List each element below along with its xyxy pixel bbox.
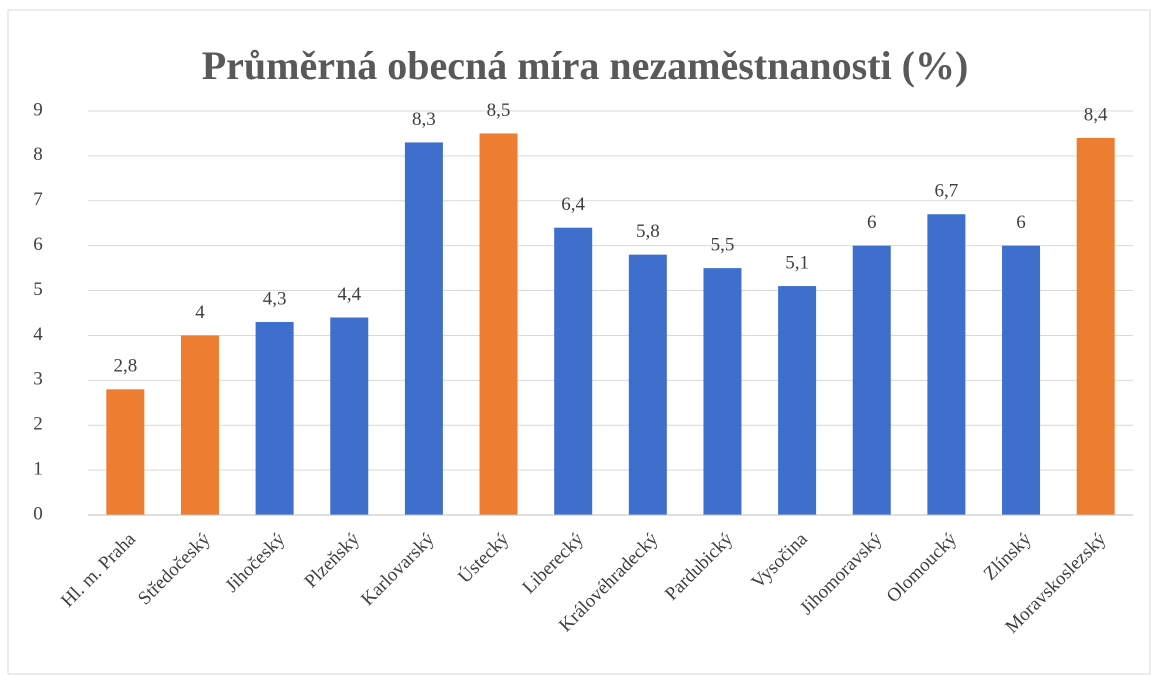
- bar: [180, 335, 219, 515]
- y-tick-label: 3: [33, 369, 43, 390]
- data-label: 6: [867, 212, 877, 233]
- data-label: 8,3: [412, 109, 436, 130]
- data-label: 4,3: [263, 288, 287, 309]
- y-tick-label: 0: [33, 503, 43, 524]
- data-label: 6,7: [935, 181, 959, 202]
- bar: [628, 254, 667, 515]
- data-label: 2,8: [113, 356, 137, 377]
- data-label: 6: [1016, 212, 1026, 233]
- bar: [703, 268, 742, 515]
- bar: [927, 214, 966, 515]
- bar: [778, 286, 817, 515]
- data-label: 6,4: [561, 194, 585, 215]
- bar: [554, 227, 593, 515]
- bar: [330, 317, 369, 515]
- data-label: 5,1: [785, 252, 809, 273]
- chart-title: Průměrná obecná míra nezaměstnanosti (%): [202, 43, 969, 88]
- data-label: 8,4: [1084, 104, 1108, 125]
- bar: [1002, 245, 1041, 515]
- y-tick-label: 2: [33, 414, 43, 435]
- bar: [1076, 137, 1115, 515]
- y-tick-label: 8: [33, 144, 43, 165]
- bar: [106, 389, 145, 515]
- y-tick-label: 1: [33, 458, 43, 479]
- bar: [404, 142, 443, 515]
- data-label: 5,8: [636, 221, 660, 242]
- y-tick-label: 7: [33, 189, 43, 210]
- data-label: 8,5: [487, 100, 511, 121]
- data-label: 4: [195, 302, 205, 323]
- y-tick-label: 5: [33, 279, 43, 300]
- y-tick-label: 4: [33, 324, 43, 345]
- y-tick-label: 9: [33, 99, 43, 120]
- bar: [255, 321, 294, 515]
- bar: [852, 245, 891, 515]
- data-label: 5,5: [711, 234, 735, 255]
- bar: [479, 133, 518, 515]
- y-tick-label: 6: [33, 234, 43, 255]
- data-label: 4,4: [337, 284, 361, 305]
